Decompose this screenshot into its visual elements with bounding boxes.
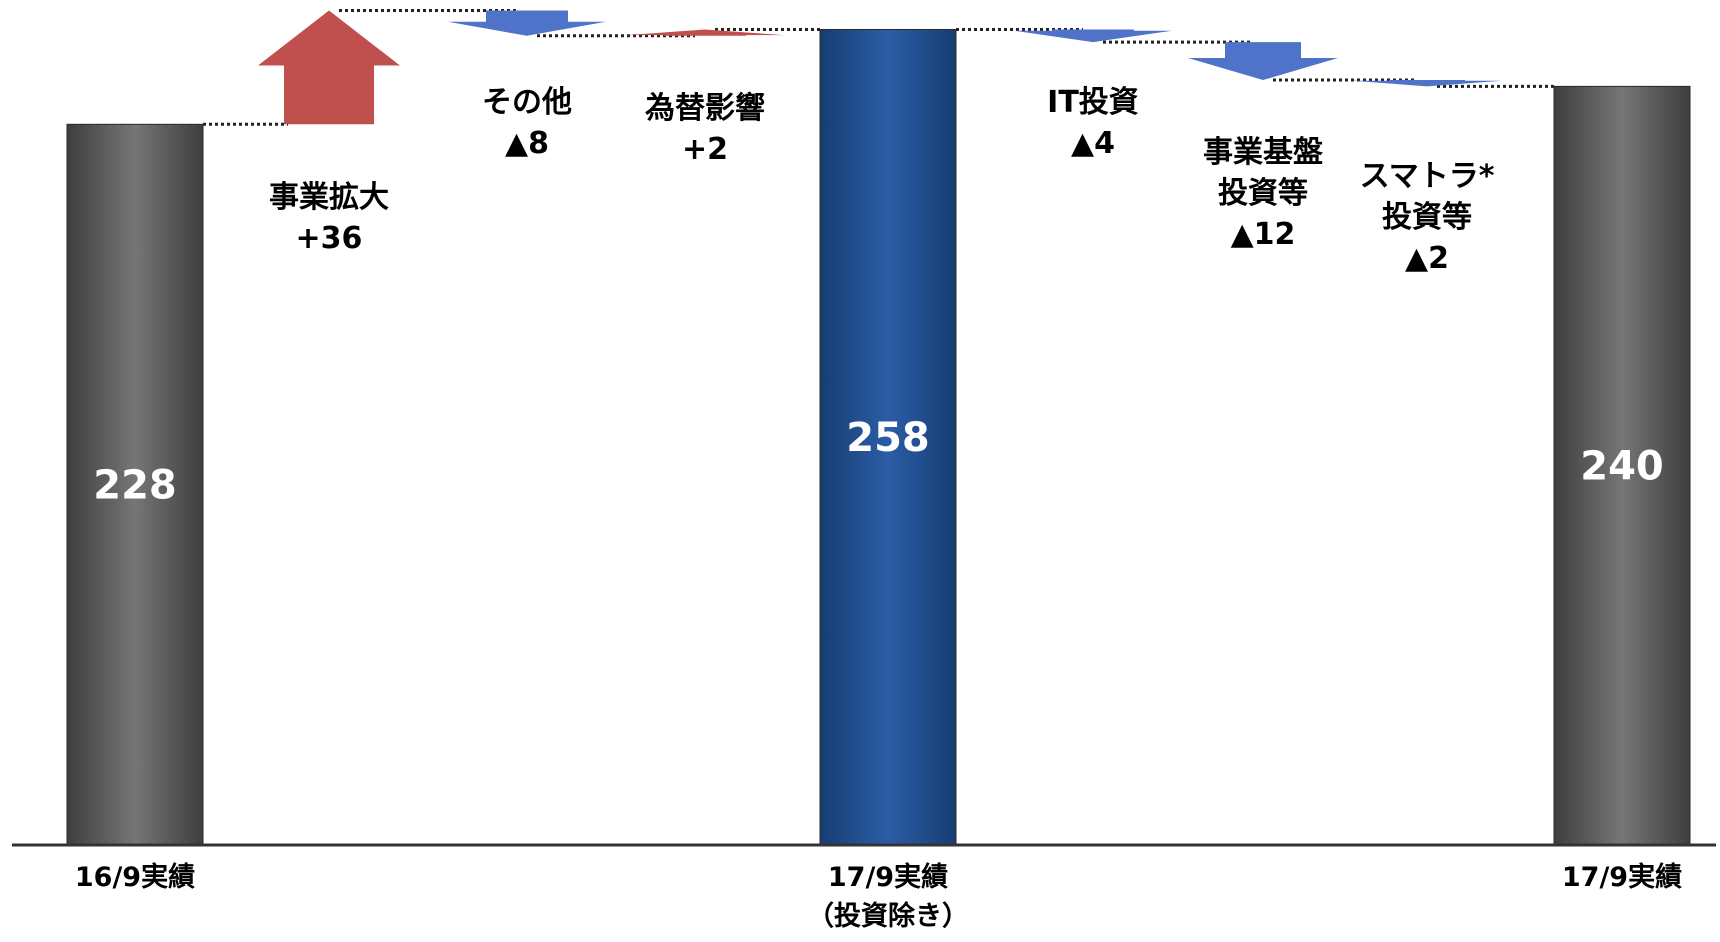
step-label-3-line1: 為替影響 — [645, 91, 765, 126]
category-label-2: 17/9実績 — [828, 861, 948, 893]
step-label-5-line1: 事業基盤 — [1203, 135, 1323, 170]
step-label-5-line3: ▲12 — [1231, 217, 1296, 252]
bar-value-label-1: 228 — [93, 463, 177, 509]
connector-lines — [203, 9, 1554, 126]
step-label-6-line2: 投資等 — [1382, 200, 1472, 235]
step-arrow-6 — [1352, 80, 1502, 87]
step-arrow-5 — [1188, 42, 1338, 81]
bar-1 — [66, 123, 204, 846]
step-label-4-line2: ▲4 — [1071, 126, 1115, 161]
step-arrow-3 — [626, 29, 784, 36]
step-arrows — [258, 10, 1502, 125]
step-label-6-line3: ▲2 — [1405, 241, 1449, 276]
bar-3 — [1553, 85, 1691, 846]
step-arrow-1 — [258, 10, 400, 125]
step-label-5-line2: 投資等 — [1218, 176, 1308, 211]
step-label-2-line1: その他 — [482, 85, 572, 120]
step-arrow-2 — [448, 10, 606, 36]
step-label-1-line1: 事業拡大 — [269, 180, 389, 215]
category-label-3: 17/9実績 — [1562, 861, 1682, 893]
step-label-1-line2: +36 — [296, 221, 363, 256]
bar-2 — [819, 28, 957, 846]
step-label-3-line2: +2 — [682, 132, 728, 167]
step-label-4-line1: IT投資 — [1047, 85, 1139, 120]
step-arrow-4 — [1014, 29, 1172, 43]
bar-value-label-3: 240 — [1580, 444, 1664, 490]
category-label-1: 16/9実績 — [75, 861, 195, 893]
bars — [66, 28, 1691, 846]
bar-value-label-2: 258 — [846, 415, 930, 461]
category-label-2-line2: （投資除き） — [807, 900, 969, 932]
labels: 228 16/9実績 258 17/9実績 （投資除き） 240 17/9実績 事業拡大 +36… — [75, 85, 1682, 932]
step-label-6-line1: スマトラ* — [1360, 159, 1495, 194]
step-label-2-line2: ▲8 — [505, 126, 549, 161]
